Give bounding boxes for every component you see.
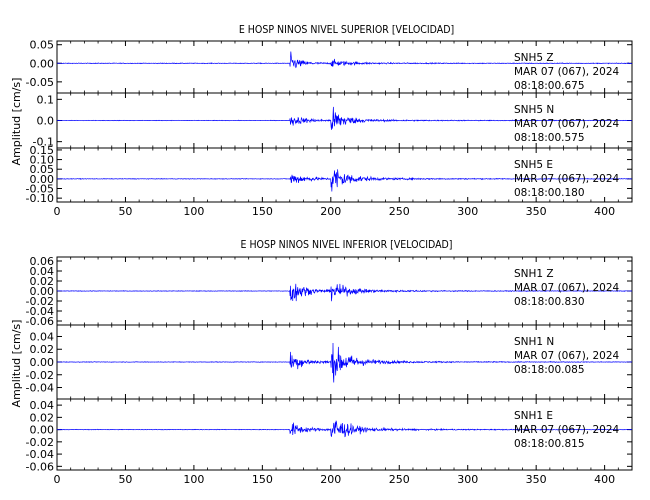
x-tick-label: 0 [54, 473, 61, 486]
y-tick-label: -0.06 [26, 315, 54, 328]
trace-SNH1-E: 0.040.020.00-0.02-0.04-0.06 SNH1 E MAR 07 … [26, 398, 633, 473]
y-tick-label: -0.06 [26, 460, 54, 473]
x-tick-label: 100 [183, 205, 204, 218]
x-tick-label: 100 [183, 473, 204, 486]
station-label: SNH5 N [514, 104, 554, 116]
y-tick-label: -0.02 [26, 295, 54, 308]
x-tick-label: 250 [389, 205, 410, 218]
y-tick-label: 0.04 [30, 265, 55, 278]
y-tick-label: 0.0 [37, 115, 55, 128]
y-tick-label: 0.04 [30, 330, 55, 343]
date-label: MAR 07 (067), 2024 [514, 173, 620, 185]
x-tick-label: 150 [252, 205, 273, 218]
y-tick-label: 0.02 [30, 275, 55, 288]
y-axis-label: Amplitud [cm/s] [10, 78, 23, 166]
y-tick-label: -0.10 [26, 192, 54, 205]
station-label: SNH1 E [514, 410, 553, 422]
x-tick-label: 50 [118, 205, 132, 218]
y-tick-label: 0.05 [30, 39, 55, 52]
y-tick-label: -0.04 [26, 305, 54, 318]
y-tick-label: -0.02 [26, 369, 54, 382]
time-label: 08:18:00.815 [514, 438, 585, 450]
y-tick-label: -0.1 [33, 136, 54, 149]
station-label: SNH5 Z [514, 52, 554, 64]
y-tick-label: 0.00 [30, 173, 55, 186]
x-tick-label: 250 [389, 473, 410, 486]
waveform-line [56, 283, 633, 302]
y-tick-label: 0.02 [30, 411, 55, 424]
x-tick-label: 150 [252, 473, 273, 486]
waveform-line [56, 51, 633, 69]
date-label: MAR 07 (067), 2024 [514, 118, 620, 130]
trace-SNH5-Z: 0.05 0.00 -0.05 SNH5 Z MAR 07 (067), 2024 08:… [26, 39, 633, 94]
station-label: SNH5 E [514, 159, 553, 171]
y-tick-label: -0.05 [26, 183, 54, 196]
station-label: SNH1 Z [514, 268, 554, 280]
time-label: 08:18:00.180 [514, 187, 585, 199]
chart-title: E HOSP NINOS NIVEL INFERIOR [VELOCIDAD] [240, 239, 452, 251]
y-tick-label: 0.15 [30, 144, 55, 157]
chart-title: E HOSP NINOS NIVEL SUPERIOR [VELOCIDAD] [239, 24, 454, 36]
date-label: MAR 07 (067), 2024 [514, 66, 620, 78]
waveform-line [56, 343, 633, 383]
trace-SNH1-N: 0.040.020.00-0.02-0.04 SNH1 N MAR 07 (067)… [26, 324, 633, 400]
y-tick-label: -0.04 [26, 448, 54, 461]
x-tick-label: 400 [594, 473, 615, 486]
chart-panel-2: E HOSP NINOS NIVEL INFERIOR [VELOCIDAD] A… [10, 239, 633, 486]
x-tick-label: 350 [526, 205, 547, 218]
y-tick-label: 0.04 [30, 399, 55, 412]
trace-SNH1-Z: 0.060.040.020.00-0.02-0.04-0.06 SNH1 Z MAR… [26, 255, 633, 328]
x-tick-label: 350 [526, 473, 547, 486]
time-label: 08:18:00.575 [514, 132, 585, 144]
station-label: SNH1 N [514, 336, 554, 348]
waveform-line [56, 169, 633, 192]
y-tick-label: 0.02 [30, 343, 55, 356]
y-tick-label: -0.04 [26, 382, 54, 395]
time-label: 08:18:00.085 [514, 364, 585, 376]
y-tick-label: 0.00 [30, 285, 55, 298]
y-tick-label: -0.05 [26, 76, 54, 89]
y-tick-label: 0.1 [37, 93, 55, 106]
trace-SNH5-E: 0.150.100.050.00-0.05-0.10 SNH5 E MAR 07 (… [26, 144, 633, 205]
y-tick-label: 0.10 [30, 154, 55, 167]
y-axis-label: Amplitud [cm/s] [10, 320, 23, 408]
y-tick-label: 0.00 [30, 57, 55, 70]
x-tick-label: 50 [118, 473, 132, 486]
y-tick-label: 0.06 [30, 255, 55, 268]
time-label: 08:18:00.675 [514, 80, 585, 92]
waveform-line [56, 420, 633, 438]
x-tick-label: 0 [54, 205, 61, 218]
y-tick-label: 0.05 [30, 163, 55, 176]
y-tick-label: 0.00 [30, 356, 55, 369]
y-tick-label: 0.00 [30, 424, 55, 437]
trace-SNH5-N: 0.1 0.0 -0.1 SNH5 N MAR 07 (067), 2024 08:18:… [33, 92, 633, 149]
waveform-line [56, 106, 633, 130]
date-label: MAR 07 (067), 2024 [514, 424, 620, 436]
x-tick-label: 200 [320, 473, 341, 486]
chart-panel-1: E HOSP NINOS NIVEL SUPERIOR [VELOCIDAD] A… [10, 24, 633, 218]
x-tick-label: 300 [457, 473, 478, 486]
time-label: 08:18:00.830 [514, 296, 585, 308]
y-tick-label: -0.02 [26, 436, 54, 449]
x-tick-label: 300 [457, 205, 478, 218]
x-tick-label: 200 [320, 205, 341, 218]
date-label: MAR 07 (067), 2024 [514, 282, 620, 294]
x-tick-label: 400 [594, 205, 615, 218]
date-label: MAR 07 (067), 2024 [514, 350, 620, 362]
